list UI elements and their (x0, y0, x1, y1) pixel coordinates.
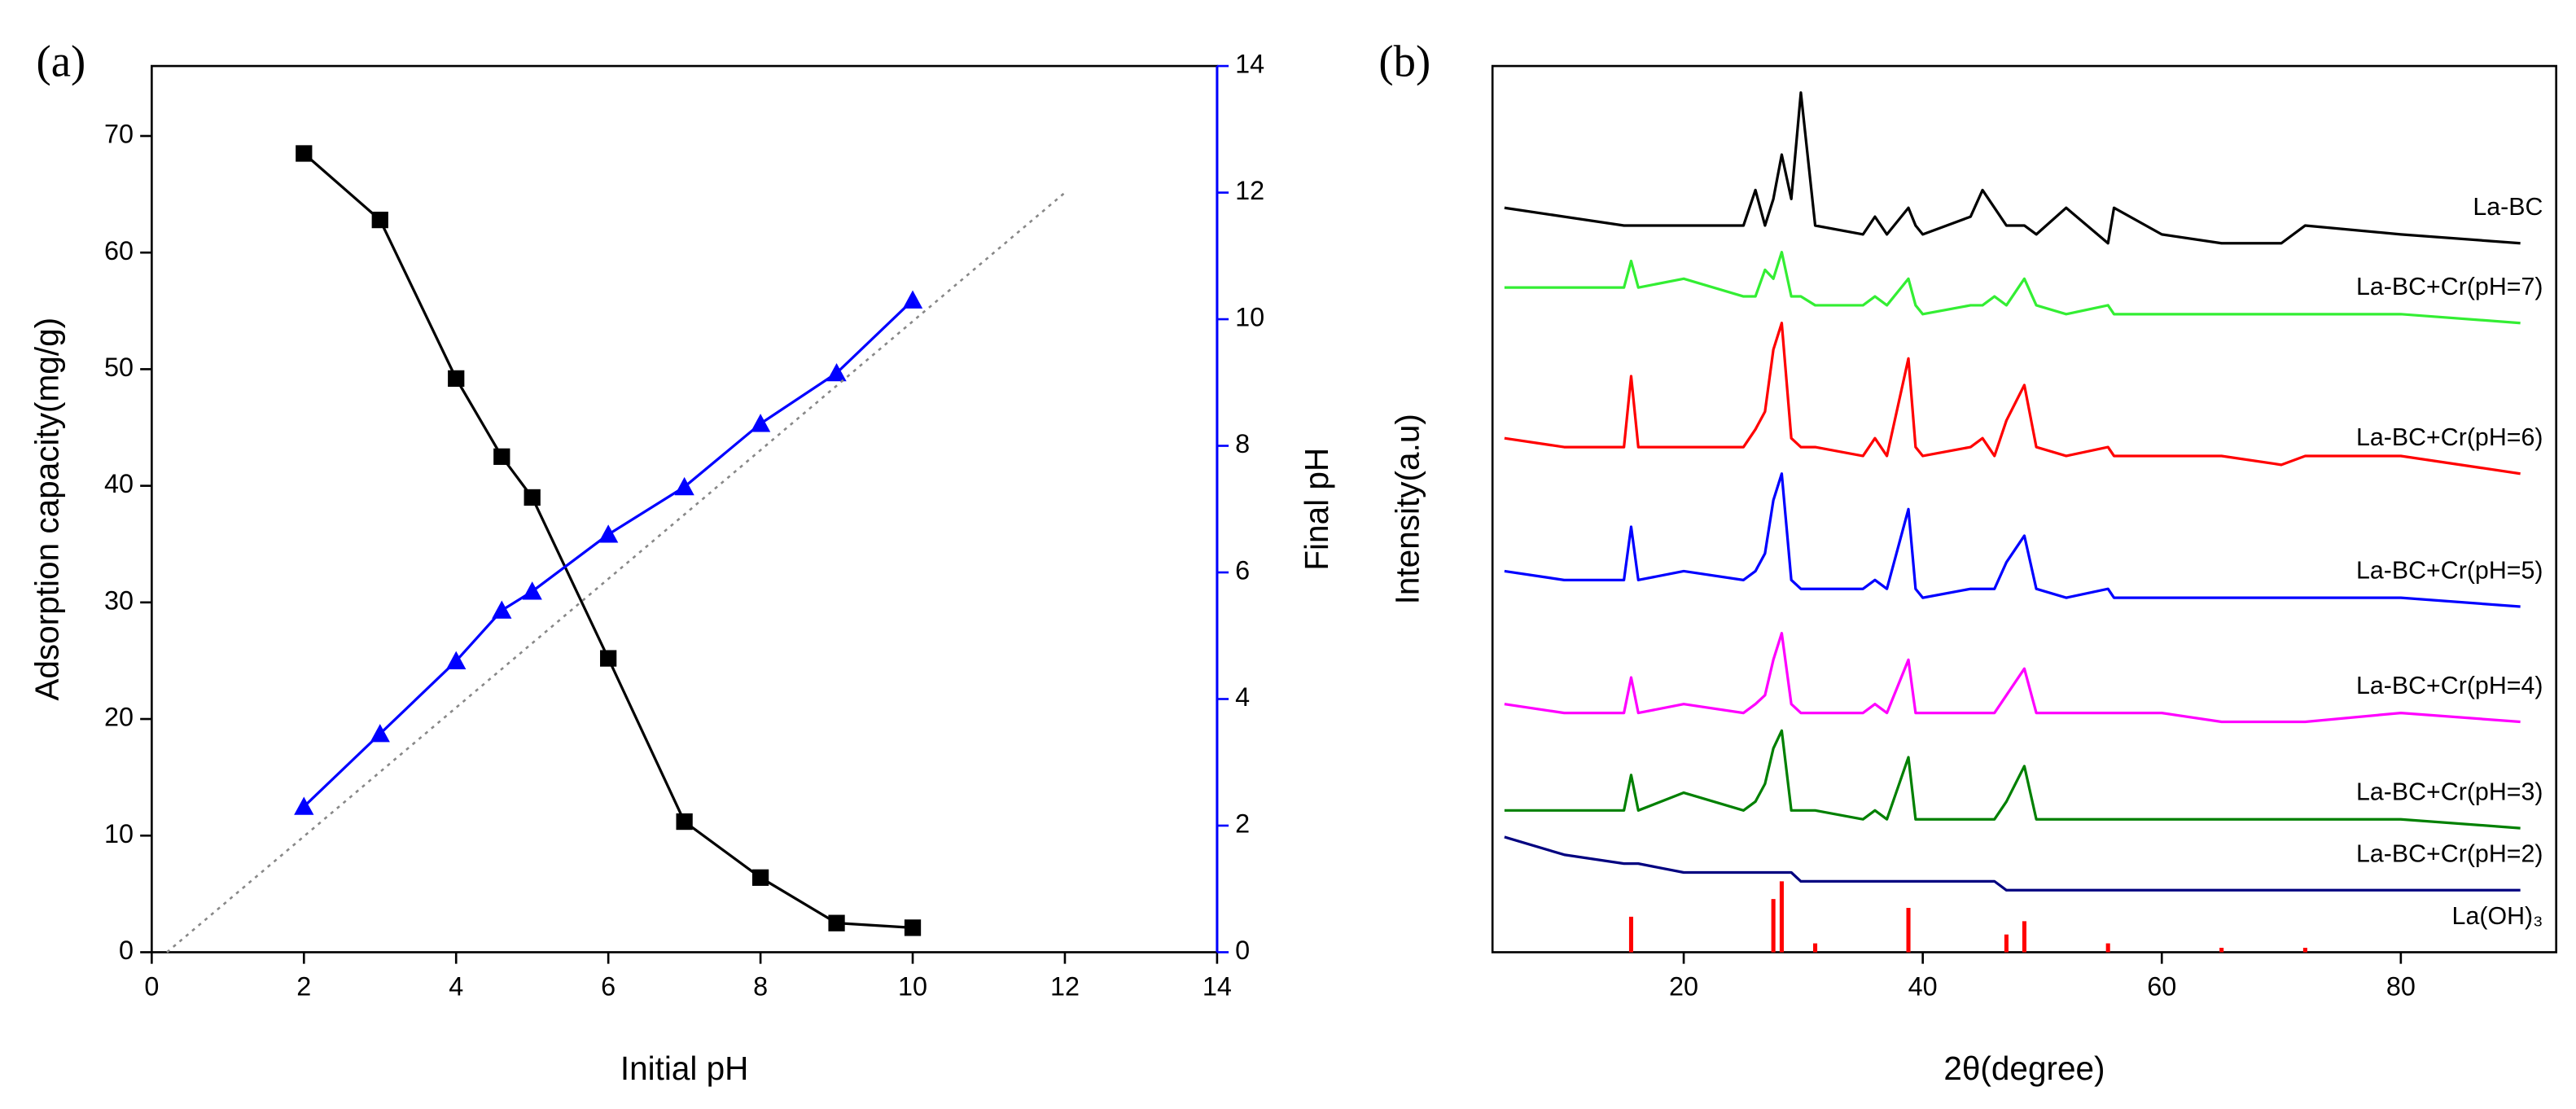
y-tick-label: 30 (104, 585, 134, 615)
x-tick-label: 14 (1203, 972, 1232, 1002)
x-tick-label: 10 (898, 972, 927, 1002)
series-label: La(OH)₃ (2452, 902, 2543, 930)
x-tick-label: 40 (1908, 972, 1938, 1002)
series-line (1504, 835, 2521, 892)
series-label: La-BC+Cr(pH=2) (2356, 840, 2543, 868)
series-label: La-BC+Cr(pH=6) (2356, 423, 2543, 451)
marker (493, 448, 510, 465)
series-line (1504, 91, 2521, 245)
marker (524, 489, 541, 506)
marker (370, 724, 390, 743)
y-tick-label: 10 (104, 819, 134, 848)
marker (902, 290, 923, 309)
y2-tick-label: 8 (1235, 429, 1250, 458)
series-line (166, 191, 1066, 953)
y-tick-label: 70 (104, 120, 134, 149)
series-line (303, 152, 913, 930)
marker (492, 600, 512, 619)
marker (904, 919, 922, 936)
series-label: La-BC (2473, 193, 2543, 221)
x-axis-title: 2θ(degree) (1943, 1050, 2105, 1087)
y2-tick-label: 12 (1235, 176, 1264, 205)
marker (751, 869, 769, 886)
x-tick-label: 8 (753, 972, 768, 1002)
x-tick-label: 60 (2147, 972, 2176, 1002)
x-tick-label: 12 (1050, 972, 1080, 1002)
series-line (1504, 632, 2521, 724)
marker (294, 796, 314, 815)
marker (674, 476, 694, 496)
marker (296, 145, 313, 162)
series-label: La-BC+Cr(pH=5) (2356, 556, 2543, 584)
marker (600, 650, 617, 667)
marker (828, 914, 845, 931)
marker (448, 370, 465, 388)
panel-label: (b) (1378, 37, 1430, 86)
y-axis-title: Adsorption capacity(mg/g) (28, 318, 65, 701)
y-tick-label: 40 (104, 469, 134, 498)
y2-tick-label: 4 (1235, 682, 1250, 712)
x-tick-label: 20 (1669, 972, 1698, 1002)
y-tick-label: 20 (104, 703, 134, 732)
x-tick-label: 0 (144, 972, 159, 1002)
series-label: La-BC+Cr(pH=7) (2356, 273, 2543, 300)
y-axis-title: Intensity(a.u) (1389, 414, 1426, 604)
x-tick-label: 2 (296, 972, 311, 1002)
x-axis-title: Initial pH (620, 1050, 749, 1087)
y2-tick-label: 0 (1235, 936, 1250, 965)
x-tick-label: 4 (449, 972, 463, 1002)
marker (522, 581, 542, 600)
series-line (1504, 322, 2521, 476)
series-line (1504, 729, 2521, 830)
marker (676, 813, 693, 831)
series-label: La-BC+Cr(pH=4) (2356, 672, 2543, 699)
panel-label: (a) (37, 37, 86, 86)
x-tick-label: 80 (2386, 972, 2416, 1002)
marker (446, 651, 467, 669)
series-line (1504, 251, 2521, 325)
series-line (1504, 472, 2521, 608)
marker (750, 414, 771, 432)
x-tick-label: 6 (601, 972, 616, 1002)
y2-tick-label: 2 (1235, 809, 1250, 839)
y2-axis-title: Final pH (1298, 448, 1335, 571)
marker (826, 362, 847, 382)
series-label: La-BC+Cr(pH=3) (2356, 778, 2543, 806)
y-tick-label: 50 (104, 353, 134, 382)
y-tick-label: 0 (119, 936, 134, 965)
y-tick-label: 60 (104, 236, 134, 265)
y2-tick-label: 6 (1235, 556, 1250, 585)
y2-tick-label: 14 (1235, 50, 1264, 79)
series-line (303, 299, 914, 808)
marker (371, 211, 388, 229)
marker (598, 524, 619, 543)
y2-tick-label: 10 (1235, 303, 1264, 332)
